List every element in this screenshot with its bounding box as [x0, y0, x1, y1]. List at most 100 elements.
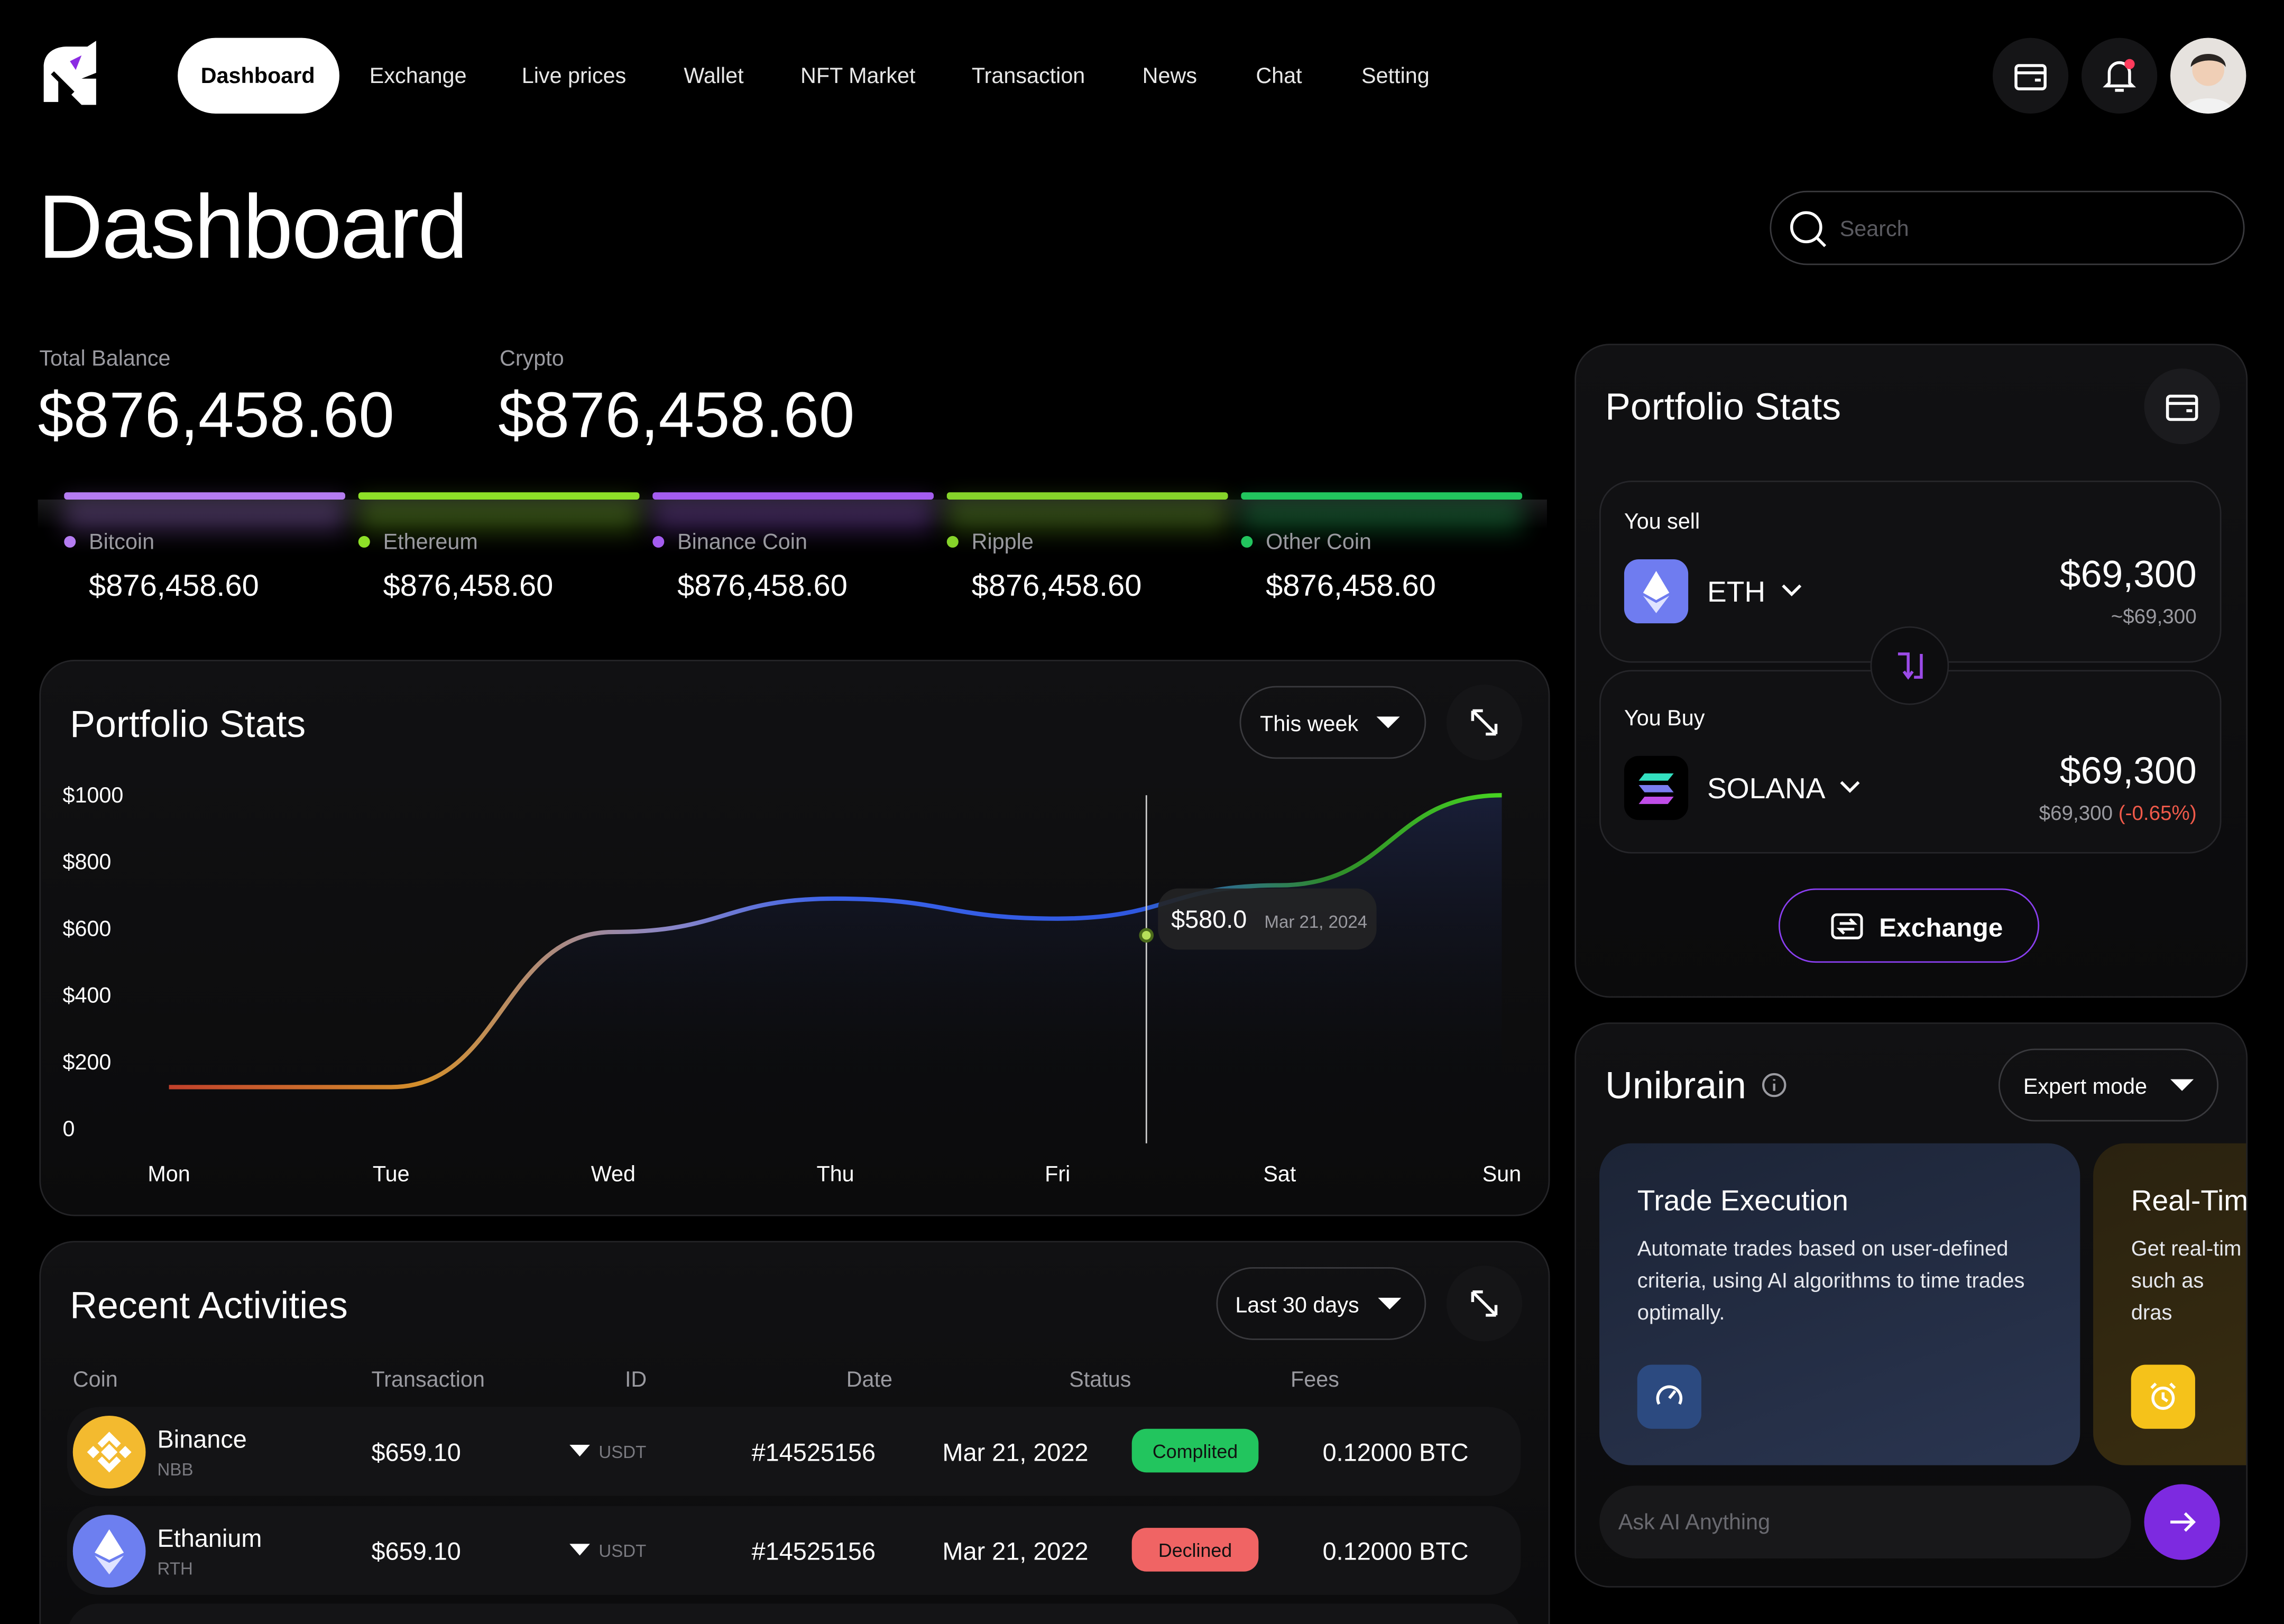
panel-title: Portfolio Stats [1605, 384, 1841, 428]
nav-item[interactable]: Exchange [369, 64, 467, 89]
coin-value: $876,458.60 [89, 569, 259, 603]
wallet-button[interactable] [2144, 368, 2220, 445]
ai-card[interactable]: Trade Execution Automate trades based on… [1599, 1143, 2080, 1465]
logo[interactable] [38, 41, 102, 108]
coin-glow [64, 499, 345, 532]
buy-label: You Buy [1624, 706, 1705, 732]
avatar-image [2170, 38, 2246, 114]
direction-caret [569, 1544, 590, 1556]
period-dropdown[interactable]: This week [1239, 686, 1426, 759]
nav-item[interactable]: NFT Market [800, 64, 916, 89]
column-header: Date [846, 1368, 893, 1392]
sell-coin[interactable]: ETH [1707, 577, 1766, 609]
coin-name: Ripple [971, 530, 1034, 555]
date: Mar 21, 2022 [942, 1439, 1089, 1467]
coin-glow [1241, 499, 1523, 532]
status: Declined [1131, 1528, 1259, 1572]
buy-approx: $69,300 [2039, 801, 2113, 825]
eth-icon [1624, 559, 1689, 624]
coin-bar [652, 492, 934, 500]
coin-name: Bitcoin [89, 530, 155, 555]
activity-row[interactable]: Ethanium RTH $659.10 USDT #14525156 Mar 21, 2… [67, 1506, 1521, 1595]
avatar[interactable] [2170, 38, 2246, 114]
nav-item[interactable]: News [1142, 64, 1198, 89]
solana-logo [1638, 773, 1674, 804]
coin-name: Other Coin [1266, 530, 1372, 555]
buy-amount: $69,300 [2059, 749, 2197, 792]
coin-strip [38, 499, 1547, 529]
column-header: Fees [1291, 1368, 1339, 1392]
nav-item[interactable]: Dashboard [200, 64, 315, 89]
sell-amount: $69,300 [2059, 552, 2197, 596]
expand-icon [1471, 709, 1498, 736]
status: Complited [1131, 1428, 1259, 1473]
activity-row-partial [67, 1603, 1521, 1624]
coin-glow [652, 499, 934, 532]
wallet-button[interactable] [1992, 38, 2069, 114]
nav-item[interactable]: Wallet [684, 64, 744, 89]
coin-icon [72, 1515, 146, 1588]
send-button[interactable] [2144, 1484, 2220, 1560]
y-tick-label: 0 [62, 1116, 75, 1141]
currency: USDT [598, 1540, 647, 1562]
period-dropdown[interactable]: Last 30 days [1216, 1267, 1426, 1340]
dropdown-label: Expert mode [2023, 1075, 2148, 1100]
activity-row[interactable]: Binance NBB $659.10 USDT #14525156 Mar 21, 20… [67, 1407, 1521, 1496]
coin-value: $876,458.60 [383, 569, 554, 603]
area [169, 795, 1502, 1129]
coin-dot [652, 536, 665, 548]
tx-id: #14525156 [751, 1439, 876, 1467]
tx-id: #14525156 [751, 1538, 876, 1566]
search-placeholder: Search [1839, 217, 1909, 242]
expand-button[interactable] [1446, 684, 1523, 761]
swap-icon [1898, 652, 1923, 680]
nav-item[interactable]: Transaction [971, 64, 1085, 89]
search-box[interactable]: Search [1770, 190, 2245, 265]
search-icon [1790, 211, 1827, 247]
nav-item[interactable]: Setting [1361, 64, 1430, 89]
solana-icon [1624, 755, 1689, 820]
coin-value: $876,458.60 [971, 569, 1142, 603]
date: Mar 21, 2022 [942, 1538, 1089, 1566]
column-header: Transaction [371, 1368, 485, 1392]
nav-item[interactable]: Live prices [521, 64, 627, 89]
mode-dropdown[interactable]: Expert mode [1998, 1048, 2219, 1122]
balance-label: Total Balance [39, 346, 171, 372]
panel-title: Portfolio Stats [70, 702, 306, 746]
ai-input[interactable]: Ask AI Anything [1599, 1485, 2131, 1558]
buy-approx-line: $69,300 (-0.65%) [2039, 802, 2197, 823]
coin-name: Binance [157, 1426, 247, 1454]
ai-input-placeholder: Ask AI Anything [1618, 1510, 1771, 1535]
swap-button[interactable] [1870, 626, 1949, 705]
x-tick-label: Tue [373, 1161, 410, 1186]
nav-active-pill[interactable] [178, 38, 339, 114]
coin-caret [1840, 781, 1860, 793]
coin-dot [358, 536, 370, 548]
ai-card-title: Trade Execution [1637, 1185, 1848, 1218]
balance-value: $876,458.60 [498, 380, 855, 452]
ai-card-icon [1637, 1364, 1701, 1429]
ai-card[interactable]: Real-Tim Get real-tim such as dras [2093, 1143, 2246, 1465]
x-tick-label: Sun [1482, 1161, 1522, 1186]
send-icon [2170, 1512, 2196, 1532]
currency: USDT [598, 1442, 647, 1463]
x-tick-label: Fri [1045, 1161, 1070, 1186]
y-tick-label: $200 [62, 1050, 111, 1074]
direction-caret [569, 1445, 590, 1457]
y-tick-label: $1000 [62, 783, 123, 807]
wallet-icon [2014, 64, 2047, 90]
notification-button[interactable] [2082, 38, 2158, 114]
exchange-button[interactable]: Exchange [1778, 888, 2040, 963]
coin-glow [358, 499, 640, 532]
bell-icon [2103, 59, 2136, 92]
buy-coin[interactable]: SOLANA [1707, 773, 1826, 806]
column-header: Status [1069, 1368, 1131, 1392]
nav-item[interactable]: Chat [1256, 64, 1302, 89]
expand-button[interactable] [1446, 1266, 1523, 1342]
eth-logo [95, 1529, 124, 1575]
info-icon[interactable] [1761, 1072, 1788, 1099]
coin-dot [64, 536, 76, 548]
